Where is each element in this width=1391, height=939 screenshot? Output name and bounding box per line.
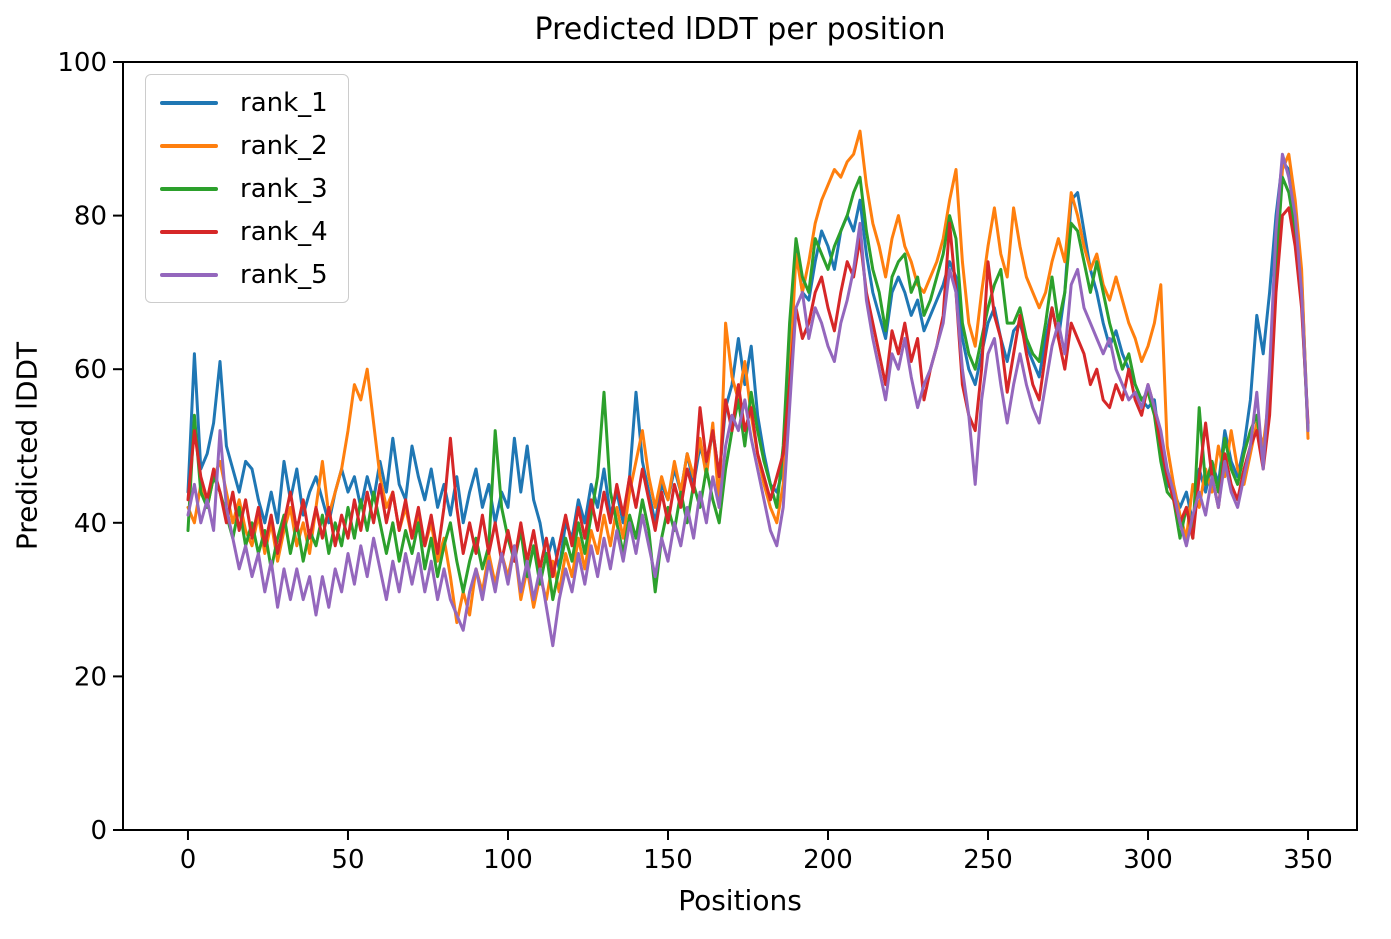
- x-tick-label: 300: [1123, 845, 1173, 875]
- legend-swatch-rank_5: [160, 272, 218, 277]
- legend-label-rank_3: rank_3: [240, 173, 328, 204]
- y-tick-label: 40: [74, 509, 107, 539]
- x-tick-label: 0: [180, 845, 197, 875]
- x-tick-label: 50: [331, 845, 364, 875]
- legend-swatch-rank_1: [160, 100, 218, 105]
- legend-swatch-rank_3: [160, 186, 218, 191]
- series-line-rank_2: [186, 129, 1310, 625]
- x-tick-label: 200: [803, 845, 853, 875]
- x-axis-label: Positions: [678, 884, 802, 917]
- y-tick-label: 100: [57, 48, 107, 78]
- legend-item-rank_3: rank_3: [160, 173, 328, 204]
- x-tick-label: 250: [963, 845, 1013, 875]
- legend-label-rank_1: rank_1: [240, 87, 328, 118]
- x-tick-label: 100: [483, 845, 533, 875]
- legend-item-rank_2: rank_2: [160, 130, 328, 161]
- y-tick-label: 80: [74, 202, 107, 232]
- y-tick-label: 0: [90, 816, 107, 846]
- legend-item-rank_1: rank_1: [160, 87, 328, 118]
- legend-label-rank_5: rank_5: [240, 259, 328, 290]
- plot-border: [122, 61, 1358, 831]
- legend-item-rank_4: rank_4: [160, 216, 328, 247]
- legend: rank_1 rank_2 rank_3 rank_4 rank_5: [145, 74, 349, 303]
- y-axis-label: Predicted lDDT: [10, 341, 44, 551]
- series-line-rank_5: [186, 152, 1310, 648]
- x-tick-label: 150: [643, 845, 693, 875]
- y-tick-label: 20: [74, 662, 107, 692]
- legend-swatch-rank_4: [160, 229, 218, 234]
- legend-item-rank_5: rank_5: [160, 259, 328, 290]
- legend-label-rank_4: rank_4: [240, 216, 328, 247]
- y-tick-label: 60: [74, 355, 107, 385]
- chart-title: Predicted lDDT per position: [534, 12, 946, 47]
- legend-label-rank_2: rank_2: [240, 130, 328, 161]
- legend-swatch-rank_2: [160, 143, 218, 148]
- x-tick-label: 350: [1283, 845, 1333, 875]
